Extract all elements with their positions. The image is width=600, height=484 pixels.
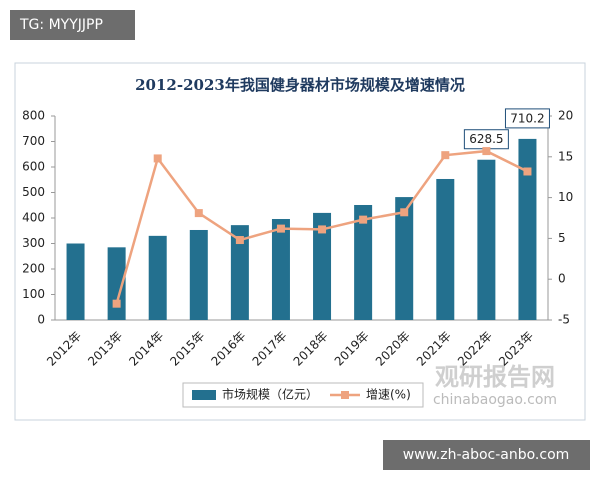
watermark-site: chinabaogao.com <box>433 392 557 408</box>
y2-tick-label: 0 <box>558 272 566 286</box>
bar <box>107 247 126 320</box>
chart-title: 2012-2023年我国健身器材市场规模及增速情况 <box>135 76 465 94</box>
legend-label: 增速(%) <box>366 388 411 402</box>
line-marker <box>276 224 285 233</box>
line-marker <box>235 236 244 245</box>
bar <box>436 178 455 320</box>
line-marker <box>359 215 368 224</box>
y-tick-label: 600 <box>22 160 45 174</box>
y2-tick-label: -5 <box>558 313 570 327</box>
footer-tag: www.zh-aboc-anbo.com <box>403 447 570 463</box>
y2-tick-label: 20 <box>558 109 573 123</box>
line-marker <box>112 299 121 308</box>
bar <box>189 229 208 320</box>
y-tick-label: 500 <box>22 185 45 199</box>
bar <box>66 243 85 320</box>
line-marker <box>441 151 450 160</box>
line-marker <box>194 209 203 218</box>
y2-tick-label: 5 <box>558 231 566 245</box>
bar <box>395 197 414 320</box>
legend-swatch <box>192 390 216 400</box>
value-label: 710.2 <box>510 111 544 125</box>
y-tick-label: 800 <box>22 109 45 123</box>
line-marker <box>400 208 409 217</box>
value-label: 628.5 <box>469 132 503 146</box>
bar <box>518 138 537 320</box>
legend-swatch <box>341 391 349 399</box>
y-tick-label: 300 <box>22 236 45 250</box>
bar <box>230 225 249 320</box>
legend-label: 市场规模（亿元） <box>222 387 318 402</box>
y-tick-label: 100 <box>22 287 45 301</box>
line-marker <box>523 167 532 176</box>
y-tick-label: 700 <box>22 134 45 148</box>
bar <box>477 159 496 320</box>
line-marker <box>482 147 491 156</box>
line-marker <box>153 154 162 163</box>
bar <box>354 204 373 320</box>
tag-box <box>10 10 135 40</box>
y-tick-label: 400 <box>22 211 45 225</box>
tag: TG: MYYJJPP <box>19 17 103 33</box>
bar <box>148 235 167 320</box>
y-tick-label: 0 <box>37 313 45 327</box>
y2-tick-label: 10 <box>558 190 573 204</box>
y2-tick-label: 15 <box>558 149 573 163</box>
bar <box>313 212 332 320</box>
y-tick-label: 200 <box>22 262 45 276</box>
legend-box <box>182 382 424 408</box>
line-marker <box>318 225 327 234</box>
footer-box <box>383 440 590 470</box>
watermark-name: 观研报告网 <box>435 363 555 391</box>
value-label-box <box>504 108 550 129</box>
bar <box>271 219 290 320</box>
